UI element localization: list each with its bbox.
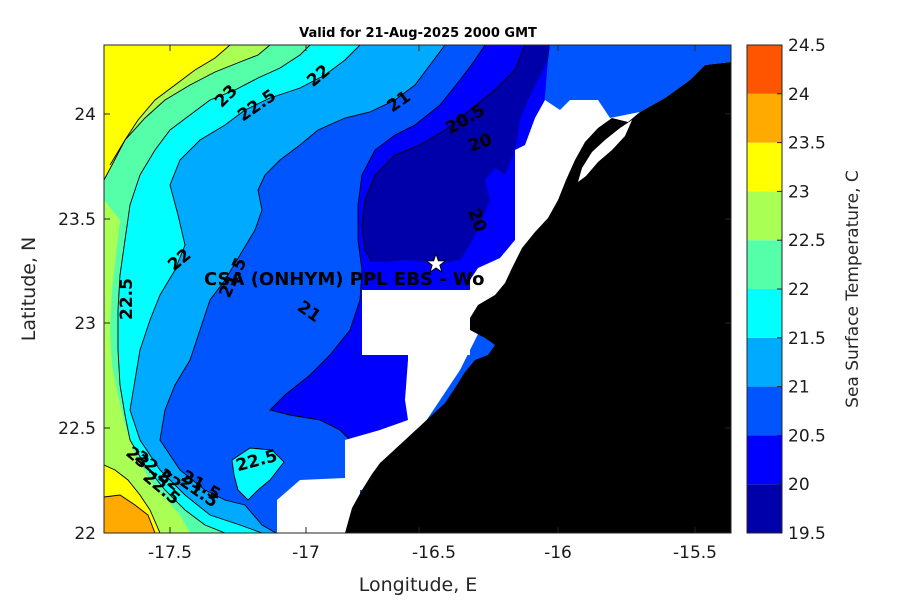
colorbar-swatch [747, 45, 782, 94]
x-axis-label: Longitude, E [359, 574, 478, 596]
colorbar-tick-label: 24.5 [788, 36, 826, 56]
colorbar-tick-label: 23 [788, 182, 810, 202]
plot-frame [103, 44, 732, 534]
colorbar-tick-label: 22.5 [788, 231, 826, 251]
contour-lines [104, 45, 526, 533]
colorbar: 19.5 20 20.5 21 21.5 22 22.5 23 23.5 24 24.5 Sea S… [746, 36, 863, 544]
colorbar-swatch [747, 191, 782, 241]
colorbar-tick-label: 19.5 [788, 524, 826, 544]
x-tick-label: -15.5 [673, 543, 717, 563]
colorbar-swatch [747, 386, 782, 436]
colorbar-tick-label: 20.5 [788, 426, 826, 446]
x-tick-label: -16.5 [412, 543, 456, 563]
bay-inlet [578, 120, 632, 182]
colorbar-label: Sea Surface Temperature, C [843, 170, 863, 408]
contour-label: 22.5 [117, 278, 137, 320]
x-tick-label: -17.5 [148, 543, 192, 563]
chart-title: Valid for 21-Aug-2025 2000 GMT [299, 26, 537, 41]
land-mass [345, 62, 731, 533]
y-axis: 22 22.5 23 23.5 24 Latitude, N [18, 105, 731, 544]
site-star-icon [425, 252, 447, 274]
x-axis: -17.5 -17 -16.5 -16 -15.5 Longitude, E [148, 45, 717, 596]
sst-island-21-5 [232, 448, 284, 500]
colorbar-tick-label: 22 [788, 280, 810, 300]
colorbar-swatch [747, 435, 782, 485]
colorbar-swatch [747, 240, 782, 289]
colorbar-tick-label: 24 [788, 85, 810, 105]
y-tick-label: 23.5 [58, 210, 96, 230]
y-tick-label: 22 [74, 524, 96, 544]
y-tick-label: 22.5 [58, 419, 96, 439]
colorbar-tick-label: 21.5 [788, 329, 826, 349]
sst-band-23-5-to-24 [104, 495, 155, 533]
colorbar-swatch [747, 337, 782, 387]
colorbar-tick-label: 21 [788, 378, 810, 398]
y-tick-label: 24 [74, 105, 96, 125]
y-axis-label: Latitude, N [18, 237, 40, 342]
sst-band-21-to-21-5 [104, 45, 445, 533]
colorbar-tick-label: 23.5 [788, 134, 826, 154]
colorbar-tick-label: 20 [788, 475, 810, 495]
colorbar-swatch [747, 484, 782, 533]
site-label: CSA (ONHYM) PPL EBS - Wo [204, 269, 485, 290]
colorbar-swatch [747, 289, 782, 338]
colorbar-swatch [747, 142, 782, 192]
colorbar-swatch [747, 93, 782, 143]
y-tick-label: 23 [74, 314, 96, 334]
sst-band-21-5-to-22 [104, 45, 360, 533]
x-tick-label: -16 [544, 543, 572, 563]
sst-band-23-to-23-5-north [104, 45, 230, 180]
x-tick-label: -17 [292, 543, 320, 563]
plot-area [104, 45, 731, 533]
